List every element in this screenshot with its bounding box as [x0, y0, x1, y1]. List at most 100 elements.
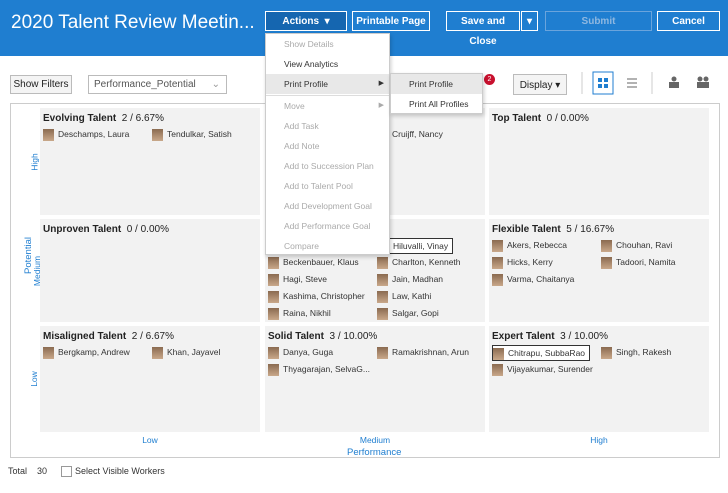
worker[interactable]: Raina, Nikhil — [268, 306, 331, 320]
worker[interactable]: Tendulkar, Satish — [152, 127, 232, 141]
cell-title: Expert Talent 3 / 10.00% — [492, 331, 608, 342]
avatar — [492, 273, 503, 286]
x-axis-label: Performance — [347, 447, 402, 458]
avatar — [152, 128, 163, 141]
cancel-button[interactable]: Cancel — [657, 11, 720, 31]
worker[interactable]: Salgar, Gopi — [377, 306, 439, 320]
worker-name: Vijayakumar, Surender — [507, 364, 593, 374]
cell-title: Flexible Talent 5 / 16.67% — [492, 224, 614, 235]
worker[interactable]: Chitrapu, SubbaRao — [492, 345, 591, 361]
display-button[interactable]: Display ▾ — [513, 74, 567, 95]
avatar — [492, 256, 503, 269]
print-submenu: Print Profile Print All Profiles — [390, 73, 483, 114]
worker-name: Danya, Guga — [283, 347, 334, 357]
save-dropdown[interactable]: ▾ — [521, 11, 538, 31]
label: Add Development Goal — [284, 201, 372, 211]
save-and-close-button[interactable]: Save and Close — [446, 11, 520, 47]
avatar — [43, 128, 54, 141]
worker[interactable]: Law, Kathi — [377, 289, 431, 303]
worker[interactable]: Khan, Jayavel — [152, 345, 220, 359]
label: Performance_Potential — [94, 79, 196, 90]
avatar — [268, 273, 279, 286]
worker-name: Ramakrishnan, Arun — [392, 347, 470, 357]
worker[interactable]: Danya, Guga — [268, 345, 333, 359]
menu-item: Move ▶ — [266, 96, 389, 116]
cell-title: Misaligned Talent 2 / 6.67% — [43, 331, 174, 342]
submenu-arrow: ▶ — [378, 80, 384, 87]
show-filters-button[interactable]: Show Filters — [10, 75, 72, 94]
cell: Evolving Talent 2 / 6.67% Deschamps, Laur… — [40, 108, 260, 215]
worker[interactable]: Thyagarajan, SelvaG... — [268, 362, 370, 376]
label: Add to Talent Pool — [284, 181, 353, 191]
column-label: Low — [142, 435, 158, 445]
actions-button[interactable]: Actions ▾ — [265, 11, 347, 31]
actions-menu: Show Details View Analytics Print Profile ▶… — [265, 33, 390, 255]
submit-button: Submit — [545, 11, 652, 31]
printable-page-button[interactable]: Printable Page — [352, 11, 430, 31]
worker[interactable]: Tadoori, Namita — [601, 255, 676, 269]
worker[interactable]: Singh, Rakesh — [601, 345, 671, 359]
worker[interactable]: Kashima, Christopher — [268, 289, 365, 303]
view-icons — [581, 71, 709, 95]
submenu-item[interactable]: Print Profile — [391, 74, 482, 94]
cell-title: Unproven Talent 0 / 0.00% — [43, 224, 169, 235]
select-visible-label[interactable]: Select Visible Workers — [75, 466, 165, 476]
group-icon[interactable] — [697, 76, 709, 89]
cell-stat: 2 / 6.67% — [131, 331, 174, 342]
worker[interactable]: Hagi, Steve — [268, 272, 327, 286]
worker[interactable]: Beckenbauer, Klaus — [268, 255, 359, 269]
label: Actions — [282, 16, 320, 27]
avatar — [268, 307, 279, 320]
select-visible-checkbox[interactable] — [61, 466, 72, 477]
menu-item[interactable]: View Analytics — [266, 54, 389, 74]
worker[interactable]: Akers, Rebecca — [492, 238, 567, 252]
worker[interactable]: Jain, Madhan — [377, 272, 443, 286]
worker[interactable]: Ramakrishnan, Arun — [377, 345, 469, 359]
total: Total 30 — [8, 466, 47, 476]
total-value: 30 — [37, 466, 48, 476]
worker[interactable]: Vijayakumar, Surender — [492, 362, 593, 376]
grid-view-icon[interactable] — [592, 71, 614, 95]
avatar — [601, 239, 612, 252]
list-view-icon[interactable] — [627, 78, 637, 88]
menu-item: Show Details — [266, 34, 389, 54]
cell-stat: 0 / 0.00% — [126, 224, 169, 235]
worker-name: Charlton, Kenneth — [392, 257, 461, 267]
worker-name: Cruijff, Nancy — [392, 129, 443, 139]
view-select[interactable]: Performance_Potential ⌄ — [88, 75, 227, 94]
worker[interactable]: Varma, Chaitanya — [492, 272, 574, 286]
worker[interactable]: Chouhan, Ravi — [601, 238, 672, 252]
avatar — [601, 346, 612, 359]
cell-stat: 3 / 10.00% — [329, 331, 378, 342]
submenu-item[interactable]: Print All Profiles — [409, 99, 469, 109]
label: Compare — [284, 241, 319, 251]
label: Show Filters — [13, 79, 69, 90]
worker-name: Salgar, Gopi — [392, 308, 439, 318]
worker-name: Deschamps, Laura — [58, 129, 130, 139]
worker-name: Hicks, Kerry — [507, 257, 553, 267]
worker-name: Beckenbauer, Klaus — [283, 257, 359, 267]
worker[interactable]: Bergkamp, Andrew — [43, 345, 130, 359]
worker[interactable]: Charlton, Kenneth — [377, 255, 461, 269]
people-icon[interactable] — [669, 76, 679, 89]
worker-name: Tadoori, Namita — [616, 257, 676, 267]
avatar — [377, 290, 388, 303]
worker-name: Bergkamp, Andrew — [58, 347, 130, 357]
label: Add Task — [284, 121, 319, 131]
menu-item[interactable]: Print Profile ▶ — [266, 74, 389, 94]
avatar — [377, 346, 388, 359]
badge: 2 — [484, 74, 495, 85]
label: Print Profile — [284, 79, 328, 89]
worker-name: Hagi, Steve — [283, 274, 327, 284]
cell: Solid Talent 3 / 10.00% Danya, Guga Ramakr… — [265, 326, 485, 432]
column-label: Medium — [359, 435, 391, 445]
separator — [266, 95, 389, 96]
avatar — [492, 363, 503, 376]
avatar — [377, 307, 388, 320]
menu-item: Add Development Goal — [266, 196, 389, 216]
avatar — [377, 273, 388, 286]
label: Cancel — [672, 16, 705, 27]
worker[interactable]: Hicks, Kerry — [492, 255, 553, 269]
worker[interactable]: Deschamps, Laura — [43, 127, 129, 141]
